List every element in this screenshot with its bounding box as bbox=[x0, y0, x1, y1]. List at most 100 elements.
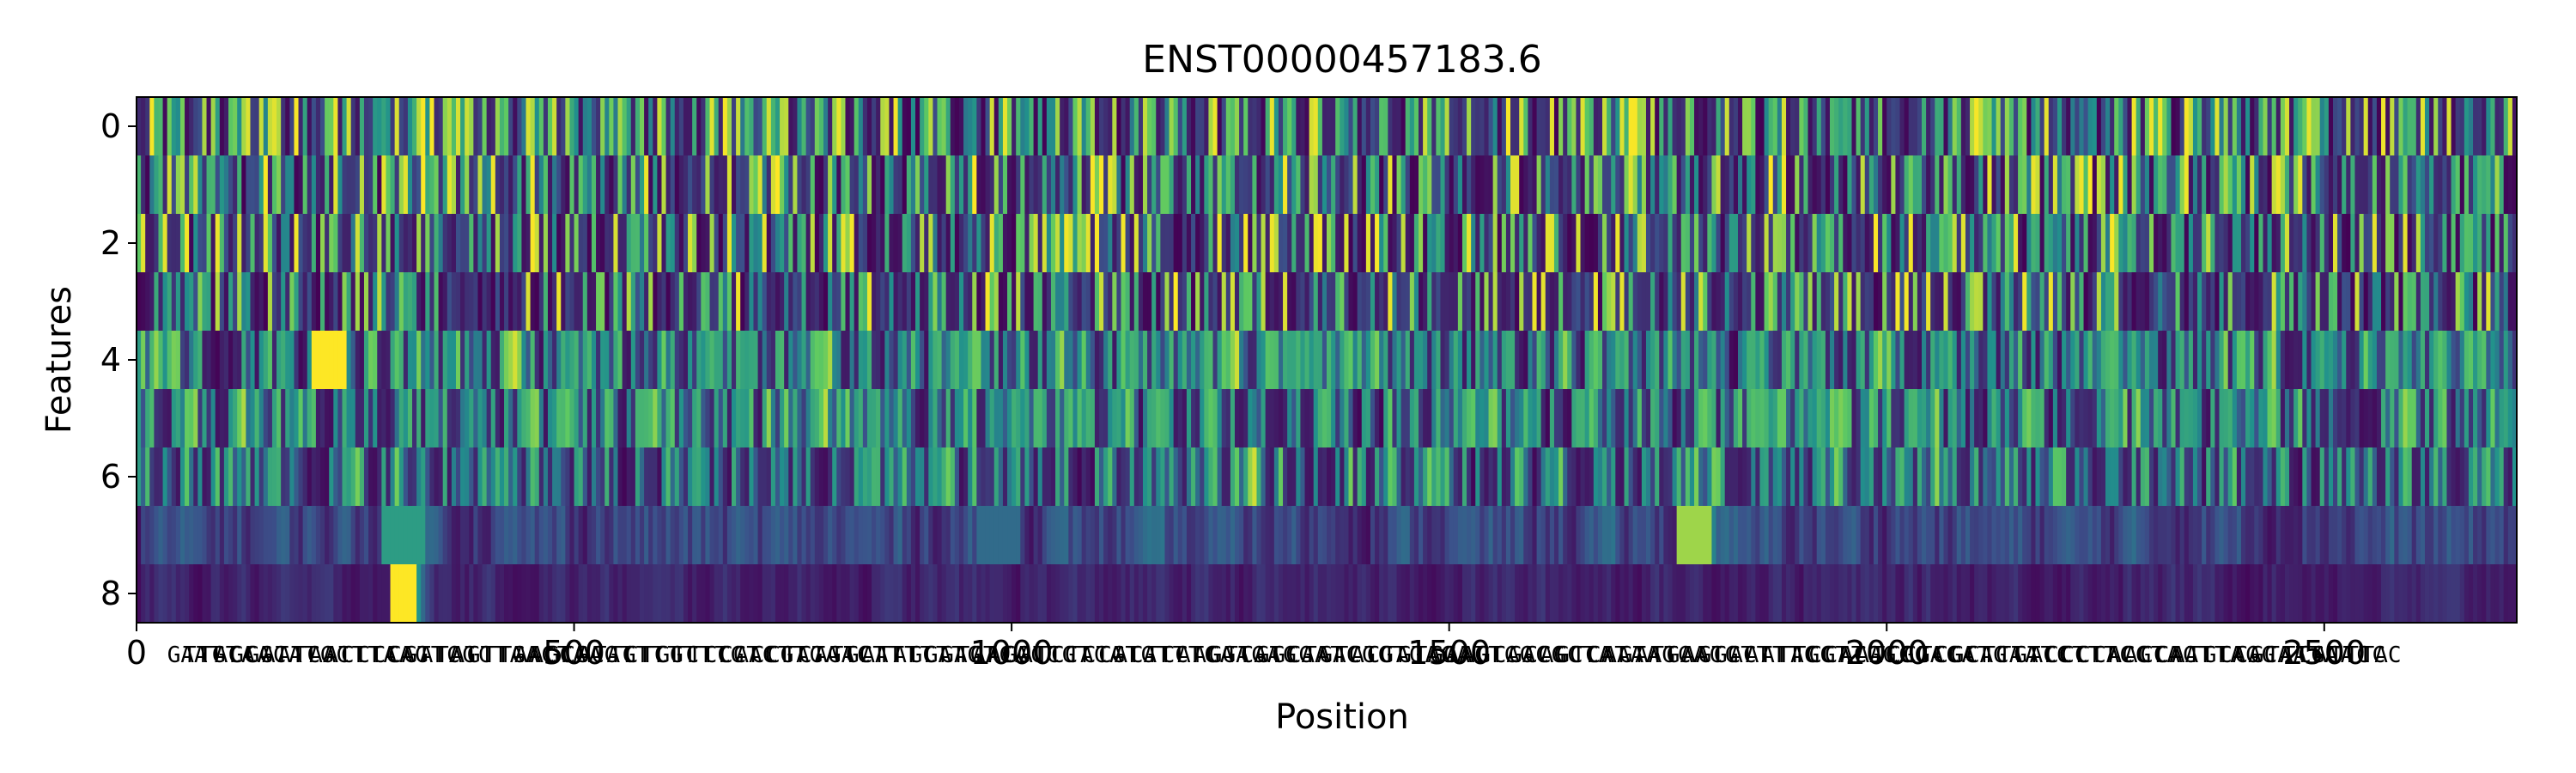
heatmap-cell bbox=[617, 272, 623, 332]
heatmap-cell bbox=[333, 272, 338, 332]
heatmap-cell bbox=[223, 506, 229, 565]
heatmap-cell bbox=[657, 389, 663, 448]
heatmap-cell bbox=[1177, 331, 1183, 390]
heatmap-cell bbox=[1528, 331, 1534, 390]
heatmap-cell bbox=[363, 272, 369, 332]
heatmap-cell bbox=[1711, 564, 1717, 624]
heatmap-cell bbox=[1553, 214, 1559, 273]
heatmap-cell bbox=[1291, 389, 1297, 448]
heatmap-cell bbox=[543, 272, 549, 332]
heatmap-cell bbox=[1751, 97, 1756, 156]
heatmap-cell bbox=[1331, 155, 1336, 215]
heatmap-cell bbox=[394, 155, 400, 215]
heatmap-cell bbox=[770, 272, 776, 332]
heatmap-cell bbox=[289, 214, 295, 273]
heatmap-cell bbox=[2473, 155, 2478, 215]
heatmap-cell bbox=[1125, 564, 1131, 624]
heatmap-cell bbox=[1943, 389, 1949, 448]
heatmap-cell bbox=[1164, 564, 1170, 624]
heatmap-cell bbox=[2315, 155, 2321, 215]
heatmap-cell bbox=[1519, 214, 1524, 273]
heatmap-cell bbox=[1589, 155, 1595, 215]
heatmap-cell bbox=[1873, 506, 1879, 565]
heatmap-cell bbox=[2202, 155, 2207, 215]
heatmap-cell bbox=[141, 331, 146, 390]
sequence-tick-smear: GAG bbox=[940, 642, 981, 668]
heatmap-cell bbox=[154, 155, 160, 215]
heatmap-cell bbox=[565, 389, 571, 448]
heatmap-cell bbox=[1970, 331, 1975, 390]
heatmap-cell bbox=[179, 155, 185, 215]
heatmap-cell bbox=[1449, 155, 1455, 215]
heatmap-cell bbox=[1956, 506, 1962, 565]
heatmap-cell bbox=[2188, 214, 2194, 273]
heatmap-cell bbox=[1340, 564, 1345, 624]
heatmap-cell bbox=[688, 97, 693, 156]
heatmap-cell bbox=[547, 447, 553, 507]
heatmap-cell bbox=[1891, 506, 1897, 565]
heatmap-cell bbox=[2271, 214, 2277, 273]
heatmap-cell bbox=[1133, 564, 1139, 624]
heatmap-cell bbox=[1536, 97, 1542, 156]
heatmap-cell bbox=[1375, 97, 1380, 156]
heatmap-cell bbox=[2372, 447, 2378, 507]
heatmap-cell bbox=[1453, 331, 1459, 390]
heatmap-cell bbox=[281, 506, 286, 565]
heatmap-cell bbox=[1068, 272, 1074, 332]
heatmap-cell bbox=[674, 506, 680, 565]
heatmap-cell bbox=[1536, 155, 1542, 215]
heatmap-cell bbox=[2350, 506, 2356, 565]
heatmap-cell bbox=[1960, 97, 1966, 156]
heatmap-cell bbox=[1365, 389, 1371, 448]
heatmap-cell bbox=[1807, 155, 1814, 215]
heatmap-cell bbox=[2192, 97, 2198, 156]
heatmap-cell bbox=[2367, 272, 2373, 332]
heatmap-cell bbox=[753, 214, 759, 273]
heatmap-cell bbox=[1694, 331, 1699, 390]
heatmap-cell bbox=[2275, 564, 2281, 624]
heatmap-cell bbox=[924, 447, 929, 507]
heatmap-cell bbox=[2192, 155, 2198, 215]
heatmap-cell bbox=[1413, 506, 1419, 565]
heatmap-cell bbox=[740, 389, 745, 448]
heatmap-cell bbox=[2363, 331, 2369, 390]
heatmap-cell bbox=[1400, 272, 1406, 332]
heatmap-cell bbox=[2284, 564, 2290, 624]
heatmap-cell bbox=[678, 564, 684, 624]
heatmap-cell bbox=[1479, 447, 1485, 507]
heatmap-cell bbox=[2403, 97, 2409, 156]
heatmap-cell bbox=[325, 389, 330, 448]
heatmap-cell bbox=[1768, 214, 1774, 273]
heatmap-cell bbox=[1419, 155, 1424, 215]
heatmap-cell bbox=[2311, 506, 2317, 565]
heatmap-cell bbox=[315, 389, 321, 448]
heatmap-cell bbox=[1094, 447, 1100, 507]
heatmap-cell bbox=[2136, 447, 2142, 507]
sequence-tick-smear: ACA bbox=[988, 642, 1029, 668]
heatmap-cell bbox=[477, 155, 483, 215]
heatmap-cell bbox=[884, 272, 890, 332]
heatmap-cell bbox=[465, 155, 470, 215]
heatmap-cell bbox=[307, 214, 313, 273]
heatmap-cell bbox=[2075, 331, 2081, 390]
heatmap-cell bbox=[1553, 272, 1559, 332]
heatmap-cell bbox=[1856, 447, 1862, 507]
heatmap-cell bbox=[543, 506, 549, 565]
heatmap-cell bbox=[893, 564, 899, 624]
heatmap-cell bbox=[1156, 155, 1161, 215]
heatmap-cell bbox=[342, 155, 348, 215]
heatmap-cell bbox=[1983, 506, 1989, 565]
heatmap-cell bbox=[823, 155, 829, 215]
sequence-tick-smear: GAT bbox=[925, 642, 965, 668]
heatmap-cell bbox=[2092, 331, 2098, 390]
heatmap-cell bbox=[2302, 389, 2308, 448]
heatmap-cell bbox=[1002, 97, 1008, 156]
heatmap-cell bbox=[1978, 506, 1984, 565]
heatmap-cell bbox=[726, 272, 732, 332]
heatmap-cell bbox=[346, 331, 352, 390]
heatmap-cell bbox=[1348, 155, 1354, 215]
heatmap-cell bbox=[2070, 389, 2075, 448]
heatmap-cell bbox=[2451, 97, 2457, 156]
heatmap-cell bbox=[2398, 331, 2404, 390]
heatmap-cell bbox=[2342, 97, 2347, 156]
